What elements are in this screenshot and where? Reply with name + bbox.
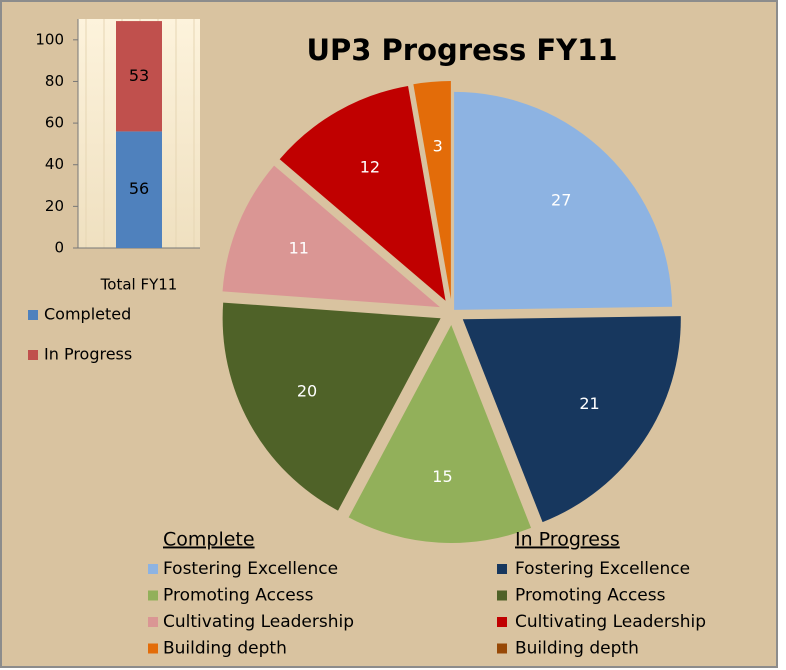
legend-swatch bbox=[148, 617, 158, 627]
legend-swatch bbox=[28, 310, 38, 320]
legend-swatch bbox=[497, 564, 507, 574]
pie-slice bbox=[454, 91, 673, 310]
legend-swatch bbox=[497, 617, 507, 627]
data-label: 15 bbox=[432, 467, 452, 486]
y-tick-label: 40 bbox=[45, 155, 64, 173]
legend-label: Fostering Excellence bbox=[163, 559, 338, 579]
pie-slice bbox=[413, 81, 451, 300]
legend-swatch bbox=[497, 643, 507, 654]
legend-label: In Progress bbox=[44, 345, 132, 364]
y-tick-label: 60 bbox=[45, 114, 64, 132]
pie-slice bbox=[222, 165, 440, 308]
data-label: 3 bbox=[433, 137, 443, 156]
data-label: 53 bbox=[129, 66, 149, 85]
chart-title: UP3 Progress FY11 bbox=[306, 33, 617, 67]
legend-swatch bbox=[148, 643, 158, 654]
y-tick-label: 0 bbox=[54, 239, 64, 257]
legend-label: Building depth bbox=[515, 639, 639, 659]
pie-slice bbox=[462, 316, 681, 523]
legend-label: Cultivating Leadership bbox=[515, 612, 706, 632]
pie-slice bbox=[348, 324, 532, 543]
legend-group-title: In Progress bbox=[515, 529, 620, 551]
data-label: 56 bbox=[129, 179, 149, 198]
legend-label: Cultivating Leadership bbox=[163, 612, 354, 632]
bar-segment bbox=[116, 131, 162, 248]
y-tick-label: 100 bbox=[35, 30, 64, 48]
y-tick-label: 80 bbox=[45, 72, 64, 90]
pie-slice bbox=[279, 85, 446, 301]
legend-swatch bbox=[148, 590, 158, 601]
bar-segment bbox=[116, 21, 162, 132]
data-label: 27 bbox=[551, 191, 571, 210]
pie-slice bbox=[222, 302, 441, 511]
data-label: 11 bbox=[289, 239, 309, 258]
x-tick-label: Total FY11 bbox=[100, 276, 178, 294]
data-label: 21 bbox=[579, 394, 599, 413]
legend-label: Promoting Access bbox=[163, 586, 314, 606]
legend-label: Building depth bbox=[163, 639, 287, 659]
data-label: 12 bbox=[360, 158, 380, 177]
legend-label: Completed bbox=[44, 305, 131, 324]
legend-swatch bbox=[28, 350, 38, 360]
y-tick-label: 20 bbox=[45, 197, 64, 215]
data-label: 20 bbox=[297, 382, 317, 401]
legend-label: Fostering Excellence bbox=[515, 559, 690, 579]
legend-swatch bbox=[148, 564, 158, 574]
legend-label: Promoting Access bbox=[515, 586, 666, 606]
legend-swatch bbox=[497, 590, 507, 601]
legend-group-title: Complete bbox=[163, 529, 255, 551]
